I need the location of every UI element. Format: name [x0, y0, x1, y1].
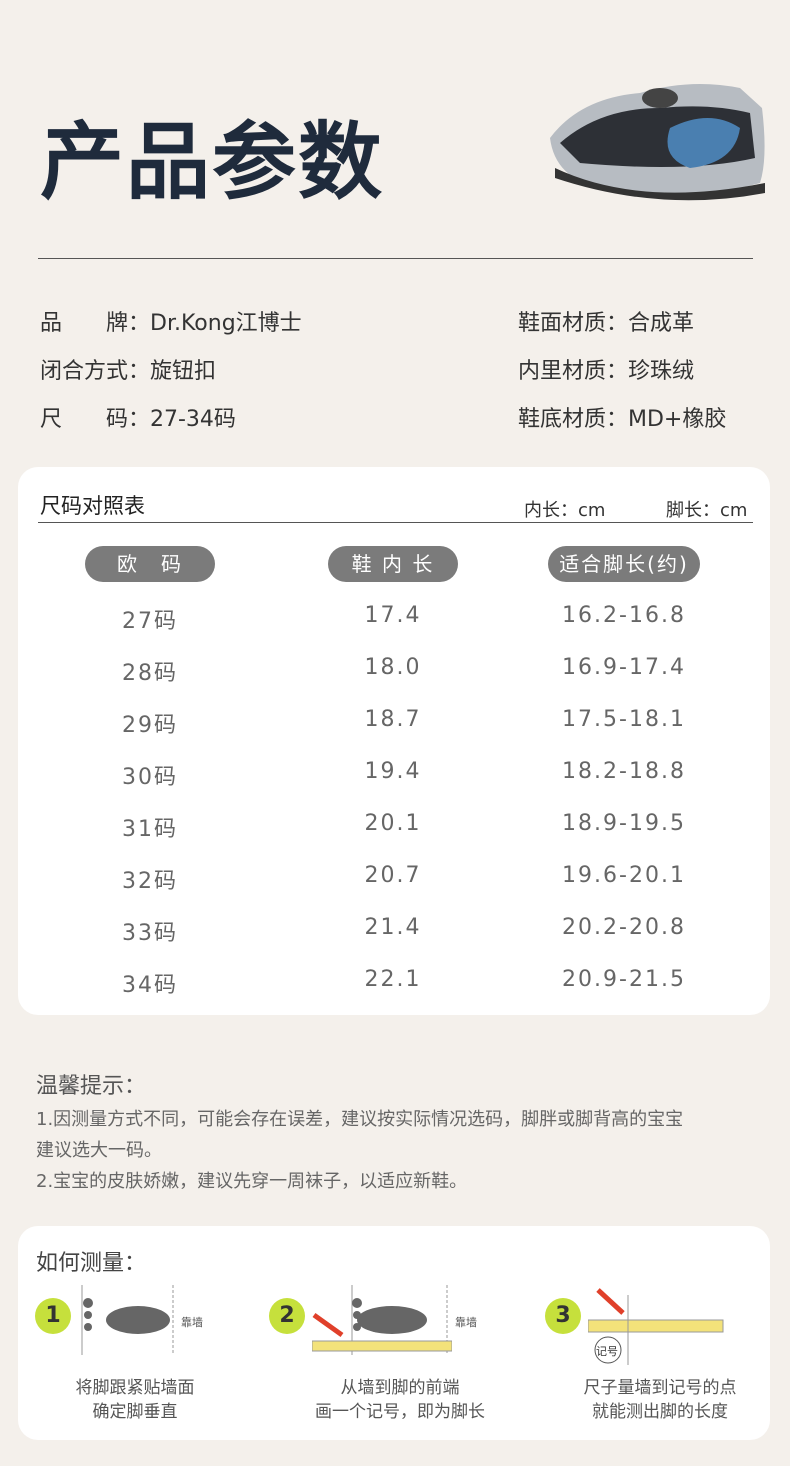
- page-title: 产品参数: [40, 113, 385, 211]
- step-caption: 从墙到脚的前端: [340, 1378, 460, 1398]
- tip-line: 2.宝宝的皮肤娇嫩，建议先穿一周袜子，以适应新鞋。: [36, 1171, 468, 1192]
- measure-title: 如何测量：: [36, 1251, 147, 1276]
- step-caption: 确定脚垂直: [92, 1402, 178, 1422]
- column-header: 欧 码: [85, 546, 215, 582]
- step-caption: 将脚跟紧贴墙面: [75, 1378, 195, 1398]
- table-cell: 31码: [122, 817, 178, 842]
- column-header: 适合脚长(约): [548, 546, 700, 582]
- table-title: 尺码对照表: [40, 494, 145, 518]
- mark-label: 记号: [596, 1345, 618, 1358]
- spec-item: 内里材质：珍珠绒: [518, 359, 695, 384]
- table-cell: 18.0: [364, 655, 422, 680]
- tip-line: 1.因测量方式不同，可能会存在误差，建议按实际情况选码，脚胖或脚背高的宝宝: [36, 1109, 684, 1130]
- spec-item: 闭合方式：旋钮扣: [40, 359, 217, 384]
- table-cell: 27码: [122, 609, 178, 634]
- table-cell: 28码: [122, 661, 178, 686]
- spec-item: 尺 码：27-34码: [40, 407, 236, 432]
- step-number: 3: [545, 1298, 581, 1334]
- table-cell: 32码: [122, 869, 178, 894]
- table-cell: 17.4: [364, 603, 422, 628]
- table-cell: 16.9-17.4: [562, 655, 686, 680]
- table-cell: 21.4: [364, 915, 422, 940]
- unit-label: 脚长：cm: [666, 500, 748, 521]
- table-cell: 18.7: [364, 707, 422, 732]
- tips-title: 温馨提示：: [36, 1074, 147, 1099]
- table-cell: 33码: [122, 921, 178, 946]
- step-illustration: [588, 1288, 724, 1365]
- unit-label: 内长：cm: [524, 500, 606, 521]
- step-illustration: [312, 1285, 452, 1355]
- table-cell: 34码: [122, 973, 178, 998]
- step-caption: 画一个记号，即为脚长: [315, 1402, 485, 1422]
- spec-item: 鞋面材质：合成革: [518, 311, 695, 336]
- step-caption: 尺子量墙到记号的点: [583, 1378, 737, 1398]
- spec-item: 鞋底材质：MD+橡胶: [518, 407, 727, 432]
- wall-label: 靠墙: [181, 1316, 203, 1329]
- table-cell: 19.6-20.1: [562, 863, 686, 888]
- column-header: 鞋 内 长: [328, 546, 458, 582]
- wall-label: 靠墙: [455, 1316, 477, 1329]
- step-number: 2: [269, 1298, 305, 1334]
- spec-item: 品 牌：Dr.Kong江博士: [40, 311, 302, 336]
- step-number: 1: [35, 1298, 71, 1334]
- table-cell: 20.9-21.5: [562, 967, 686, 992]
- table-cell: 20.7: [364, 863, 422, 888]
- table-cell: 20.2-20.8: [562, 915, 686, 940]
- table-cell: 20.1: [364, 811, 422, 836]
- table-cell: 30码: [122, 765, 178, 790]
- table-cell: 18.2-18.8: [562, 759, 686, 784]
- step-illustration: [81, 1285, 174, 1355]
- table-cell: 29码: [122, 713, 178, 738]
- table-cell: 17.5-18.1: [562, 707, 686, 732]
- table-cell: 16.2-16.8: [562, 603, 686, 628]
- table-cell: 19.4: [364, 759, 422, 784]
- table-divider: [38, 522, 753, 523]
- shoe-image: [550, 84, 765, 201]
- table-cell: 18.9-19.5: [562, 811, 686, 836]
- table-cell: 22.1: [364, 967, 422, 992]
- divider: [38, 258, 753, 259]
- tip-line: 建议选大一码。: [36, 1140, 162, 1161]
- step-caption: 就能测出脚的长度: [592, 1402, 728, 1422]
